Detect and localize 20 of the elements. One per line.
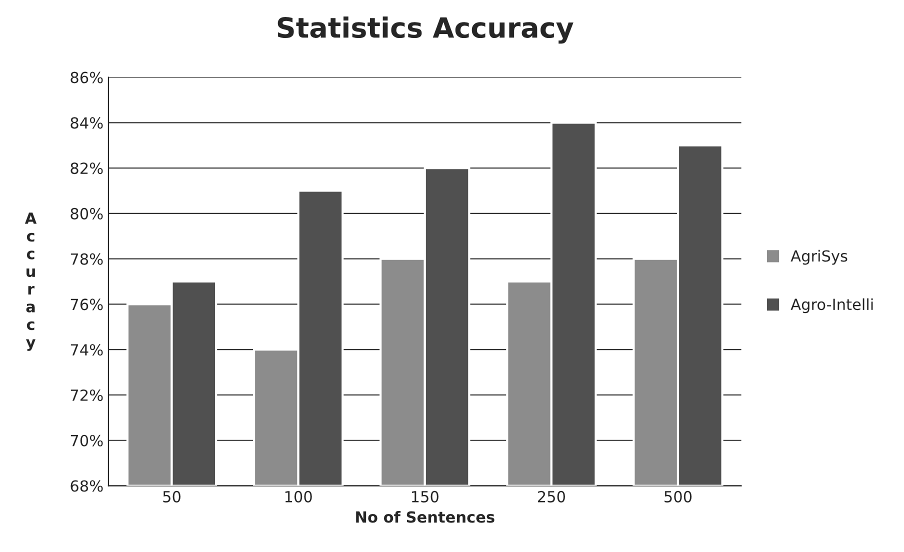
x-tick-label: 50 xyxy=(163,490,180,502)
x-tick-label: 500 xyxy=(664,490,692,502)
x-tick-label: 250 xyxy=(538,490,566,502)
y-tick-label: 80% xyxy=(70,208,103,220)
legend-label: AgriSys xyxy=(790,250,848,265)
y-tick-label: 82% xyxy=(70,162,103,174)
y-tick-label: 76% xyxy=(70,298,103,310)
x-tick-label: 100 xyxy=(285,490,312,502)
chart-title: Statistics Accuracy xyxy=(278,16,574,44)
legend-label: Agro-Intelli xyxy=(790,298,873,314)
y-tick-label: 78% xyxy=(70,253,103,265)
y-tick-label: 86% xyxy=(70,72,103,84)
y-tick-label: 70% xyxy=(70,434,103,446)
y-tick-label: 68% xyxy=(70,480,103,492)
y-tick-label: 84% xyxy=(70,117,103,129)
y-tick-label: 72% xyxy=(70,389,103,402)
x-tick-label: 150 xyxy=(412,490,438,502)
y-axis-title: Accuracy xyxy=(24,212,37,351)
y-tick-label: 74% xyxy=(70,344,103,356)
x-axis-title: No of Sentences xyxy=(356,510,494,523)
